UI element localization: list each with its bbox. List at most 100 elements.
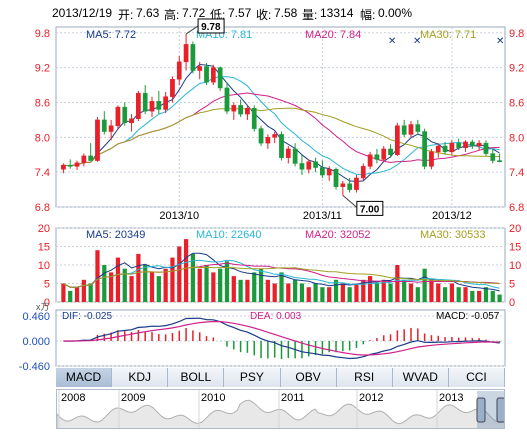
candle[interactable] — [401, 119, 407, 138]
volume-bar[interactable] — [388, 283, 393, 303]
volume-bar[interactable] — [115, 257, 121, 302]
candle[interactable] — [415, 119, 421, 135]
volume-bar[interactable] — [361, 279, 366, 302]
candle[interactable] — [217, 66, 223, 91]
candle[interactable] — [183, 33, 189, 71]
candle[interactable] — [449, 140, 455, 155]
candle[interactable] — [456, 138, 462, 151]
candle[interactable] — [258, 125, 264, 147]
candle[interactable] — [61, 163, 66, 174]
volume-bar[interactable] — [299, 283, 305, 303]
candle[interactable] — [497, 153, 502, 163]
volume-bar[interactable] — [436, 283, 441, 303]
candle[interactable] — [463, 140, 468, 152]
volume-bar[interactable] — [238, 279, 243, 302]
volume-bar[interactable] — [183, 239, 189, 302]
candle[interactable] — [354, 175, 359, 193]
volume-bar[interactable] — [463, 287, 468, 302]
candle[interactable] — [394, 122, 400, 156]
volume-bar[interactable] — [340, 283, 345, 303]
candle[interactable] — [251, 105, 257, 132]
volume-bar[interactable] — [367, 276, 373, 302]
volume-bar[interactable] — [88, 283, 93, 303]
candle[interactable] — [326, 166, 332, 181]
candle[interactable] — [245, 105, 250, 120]
volume-bar[interactable] — [61, 283, 66, 303]
volume-bar[interactable] — [224, 261, 230, 302]
volume-bar[interactable] — [483, 287, 489, 302]
candle[interactable] — [367, 151, 373, 170]
candle[interactable] — [101, 111, 107, 135]
tab-boll[interactable]: BOLL — [168, 368, 225, 387]
volume-bar[interactable] — [381, 279, 386, 302]
volume-bar[interactable] — [333, 279, 339, 302]
candle[interactable] — [163, 92, 169, 113]
candle[interactable] — [320, 160, 325, 178]
candle[interactable] — [190, 41, 196, 74]
candle[interactable] — [238, 99, 243, 117]
volume-bar[interactable] — [470, 290, 475, 302]
volume-bar[interactable] — [81, 279, 86, 302]
volume-bar[interactable] — [490, 290, 495, 302]
candle[interactable] — [197, 61, 203, 80]
volume-bar[interactable] — [211, 272, 216, 302]
volume-bar[interactable] — [204, 265, 209, 302]
volume-bar[interactable] — [265, 279, 270, 302]
volume-bar[interactable] — [347, 287, 352, 302]
event-star-icon[interactable]: ✕ — [388, 36, 396, 47]
candle[interactable] — [279, 131, 284, 161]
candle[interactable] — [422, 128, 427, 170]
candle[interactable] — [108, 119, 114, 141]
candle[interactable] — [231, 102, 237, 120]
candle[interactable] — [142, 85, 148, 115]
candle[interactable] — [299, 154, 305, 176]
volume-bar[interactable] — [279, 272, 284, 302]
volume-bar[interactable] — [286, 283, 291, 303]
volume-bar[interactable] — [449, 283, 454, 303]
volume-bar[interactable] — [320, 287, 325, 302]
tab-psy[interactable]: PSY — [224, 368, 281, 387]
volume-bar[interactable] — [313, 283, 318, 303]
candle[interactable] — [381, 146, 387, 162]
candle[interactable] — [149, 96, 155, 117]
volume-bar[interactable] — [122, 268, 127, 302]
candle[interactable] — [170, 76, 175, 103]
candle[interactable] — [115, 105, 121, 129]
candle[interactable] — [476, 140, 482, 151]
volume-bar[interactable] — [95, 250, 100, 302]
candle[interactable] — [272, 131, 278, 144]
volume-bar[interactable] — [149, 272, 155, 302]
volume-bar[interactable] — [415, 287, 420, 302]
volume-bar[interactable] — [272, 283, 277, 303]
candle[interactable] — [224, 82, 230, 115]
candle[interactable] — [95, 117, 100, 162]
candle[interactable] — [74, 160, 80, 170]
volume-bars[interactable] — [61, 239, 502, 303]
tab-rsi[interactable]: RSI — [336, 368, 393, 387]
volume-bar[interactable] — [218, 268, 223, 302]
candle[interactable] — [265, 134, 271, 149]
volume-bar[interactable] — [136, 253, 141, 302]
volume-bar[interactable] — [156, 276, 161, 302]
candle[interactable] — [129, 114, 134, 132]
volume-bar[interactable] — [109, 272, 114, 302]
volume-bar[interactable] — [74, 287, 80, 302]
event-markers[interactable]: ✕ ✕ ✕ — [388, 36, 504, 47]
volume-bar[interactable] — [197, 268, 202, 302]
tab-obv[interactable]: OBV — [280, 368, 337, 387]
volume-bar[interactable] — [129, 276, 134, 302]
tab-kdj[interactable]: KDJ — [112, 368, 169, 387]
candle[interactable] — [340, 180, 346, 196]
candle[interactable] — [469, 139, 475, 149]
navigator-right-handle[interactable] — [496, 397, 505, 423]
candle[interactable] — [136, 90, 141, 122]
volume-bar[interactable] — [102, 265, 107, 302]
candle[interactable] — [333, 167, 339, 190]
volume-bar[interactable] — [422, 268, 427, 302]
navigator-svg[interactable]: 2008 2009 2010 2011 2012 2013 — [57, 390, 505, 429]
navigator-left-handle[interactable] — [476, 397, 486, 423]
volume-bar[interactable] — [395, 265, 400, 302]
volume-bar[interactable] — [327, 287, 332, 302]
candle[interactable] — [67, 159, 73, 169]
